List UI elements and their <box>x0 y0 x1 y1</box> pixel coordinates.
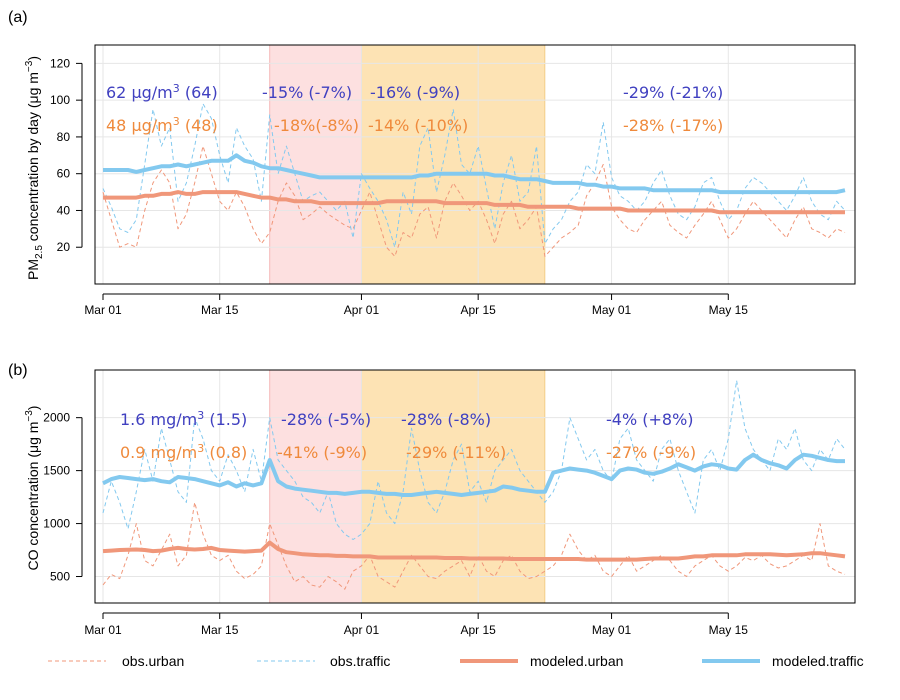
annotation-blue-segment-2: -16% (-9%) <box>370 83 460 102</box>
panel-a-y-axis-title: PM2.5 concentration by day (μg m−3) <box>24 56 45 280</box>
y-tick-label: 1500 <box>43 464 70 478</box>
legend-item-obs-urban: obs.urban <box>48 653 184 669</box>
legend-label-modeled-urban: modeled.urban <box>530 653 623 669</box>
panel-a-y-axis: 20 40 60 80 100 120 <box>50 56 83 254</box>
series-line-modeled-traffic <box>103 153 846 195</box>
legend-label-modeled-traffic: modeled.traffic <box>772 653 864 669</box>
series-line-obs-urban <box>102 501 846 590</box>
x-tick-label: Apr 01 <box>344 303 380 317</box>
annotation-blue-segment-0: 62 μg/m3 (64) <box>106 82 218 102</box>
panel-b-plot-frame <box>94 369 856 604</box>
panel-a-shaded-periods <box>269 44 546 285</box>
y-tick-label: 1000 <box>43 517 70 531</box>
legend-item-modeled-traffic: modeled.traffic <box>702 653 864 669</box>
x-tick-label: Mar 01 <box>84 303 122 317</box>
x-tick-label: May 01 <box>592 623 632 637</box>
annotation-orange-segment-3: -27% (-9%) <box>606 443 696 462</box>
panel-b: 500 1000 1500 2000 Mar 01 Mar 15 Apr 01 Apr 15… <box>8 362 856 637</box>
annotation-blue-segment-3: -29% (-21%) <box>623 83 723 102</box>
y-tick-label: 40 <box>57 203 71 217</box>
shaded-period-pink <box>269 44 362 285</box>
x-tick-label: May 15 <box>709 623 749 637</box>
annotation-orange-segment-3: -28% (-17%) <box>623 116 723 135</box>
panel-a-x-axis: Mar 01 Mar 15 Apr 01 Apr 15 May 01 May 15 <box>84 293 749 317</box>
annotation-blue-segment-2: -28% (-8%) <box>401 410 491 429</box>
x-tick-label: Apr 15 <box>460 623 496 637</box>
y-tick-label: 100 <box>50 93 70 107</box>
y-tick-label: 500 <box>50 570 70 584</box>
x-tick-label: Apr 15 <box>460 303 496 317</box>
annotation-blue-segment-1: -15% (-7%) <box>262 83 352 102</box>
annotation-orange-segment-2: -29% (-11%) <box>406 443 506 462</box>
x-tick-label: Mar 15 <box>201 623 239 637</box>
shaded-period-orange <box>361 369 546 604</box>
annotation-orange-segment-2: -14% (-10%) <box>368 116 468 135</box>
annotation-orange-segment-0: 0.9 mg/m3 (0.8) <box>120 442 247 462</box>
x-tick-label: Mar 15 <box>201 303 239 317</box>
series-line-modeled-urban <box>102 540 846 562</box>
y-tick-label: 80 <box>57 130 71 144</box>
annotation-orange-segment-0: 48 μg/m3 (48) <box>106 115 218 135</box>
series-line-obs-traffic <box>102 103 846 248</box>
series-line-obs-traffic <box>102 380 846 540</box>
legend-item-obs-traffic: obs.traffic <box>257 653 390 669</box>
annotation-orange-segment-1: -18%(-8%) <box>274 116 359 135</box>
y-tick-label: 2000 <box>43 411 70 425</box>
panel-a-plot-frame <box>94 44 856 285</box>
panel-b-x-axis: Mar 01 Mar 15 Apr 01 Apr 15 May 01 May 15 <box>84 612 749 637</box>
y-tick-label: 120 <box>50 56 70 70</box>
panel-b-label: (b) <box>8 362 28 379</box>
y-tick-label: 20 <box>57 240 71 254</box>
x-tick-label: May 01 <box>592 303 632 317</box>
panel-a-label: (a) <box>8 9 28 26</box>
legend-label-obs-traffic: obs.traffic <box>330 653 390 669</box>
panel-b-grid <box>95 370 855 603</box>
x-tick-label: Apr 01 <box>344 623 380 637</box>
series-line-modeled-traffic <box>102 452 845 497</box>
x-tick-label: Mar 01 <box>84 623 122 637</box>
series-line-modeled-urban <box>103 190 845 215</box>
shaded-period-orange <box>361 44 546 285</box>
annotation-blue-segment-0: 1.6 mg/m3 (1.5) <box>120 409 247 429</box>
panel-b-y-axis-title: CO concentration (μg m−3) <box>24 406 41 571</box>
legend-item-modeled-urban: modeled.urban <box>460 653 623 669</box>
series-line-obs-urban <box>102 145 846 257</box>
legend: obs.urban obs.traffic modeled.urban mode… <box>48 653 864 669</box>
x-tick-label: May 15 <box>709 303 749 317</box>
panel-b-y-axis: 500 1000 1500 2000 <box>43 411 83 584</box>
annotation-blue-segment-3: -4% (+8%) <box>606 410 694 429</box>
panel-b-series <box>102 380 846 590</box>
annotation-blue-segment-1: -28% (-5%) <box>281 410 371 429</box>
legend-label-obs-urban: obs.urban <box>122 653 184 669</box>
annotation-orange-segment-1: -41% (-9%) <box>277 443 367 462</box>
panel-a-series <box>102 103 846 257</box>
panel-a-annotations: 62 μg/m3 (64) 48 μg/m3 (48) -15% (-7%) -18%… <box>106 82 723 135</box>
y-tick-label: 60 <box>57 167 71 181</box>
panel-b-annotations: 1.6 mg/m3 (1.5) 0.9 mg/m3 (0.8) -28% (-5%)… <box>120 409 696 462</box>
